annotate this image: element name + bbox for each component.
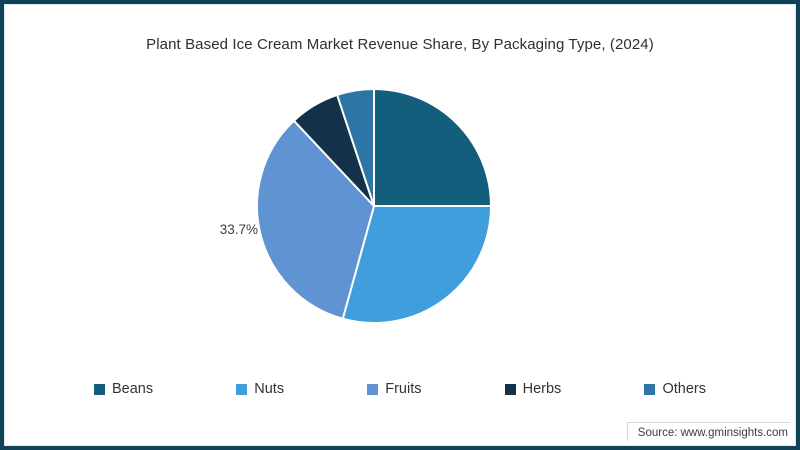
legend-swatch-herbs xyxy=(504,383,516,395)
pie-chart-svg xyxy=(256,88,492,324)
pie-slice-beans xyxy=(373,88,492,207)
legend-label-beans: Beans xyxy=(112,381,154,397)
legend-swatch-beans xyxy=(94,383,105,395)
data-label-fruits: 33.7% xyxy=(219,222,258,237)
legend-label-others: Others xyxy=(662,381,706,397)
legend-label-fruits: Fruits xyxy=(385,381,422,397)
legend-item-beans: Beans xyxy=(94,381,153,397)
legend-swatch-nuts xyxy=(236,383,248,395)
pie-slice-fruits xyxy=(256,119,375,320)
legend-item-herbs: Herbs xyxy=(504,381,562,397)
legend-swatch-others xyxy=(644,383,656,395)
legend-item-nuts: Nuts xyxy=(236,381,284,397)
source-attribution: Source: www.gminsights.com xyxy=(626,422,790,441)
pie-chart xyxy=(254,86,494,326)
legend: Beans Nuts Fruits Herbs Others xyxy=(94,381,706,397)
legend-item-others: Others xyxy=(644,381,706,397)
legend-label-nuts: Nuts xyxy=(254,381,285,397)
legend-label-herbs: Herbs xyxy=(522,381,562,397)
pie-slice-nuts xyxy=(341,205,492,324)
legend-item-fruits: Fruits xyxy=(367,381,421,397)
pie-slice-others xyxy=(336,88,375,207)
chart-title: Plant Based Ice Cream Market Revenue Sha… xyxy=(146,36,654,53)
legend-swatch-fruits xyxy=(367,383,379,395)
